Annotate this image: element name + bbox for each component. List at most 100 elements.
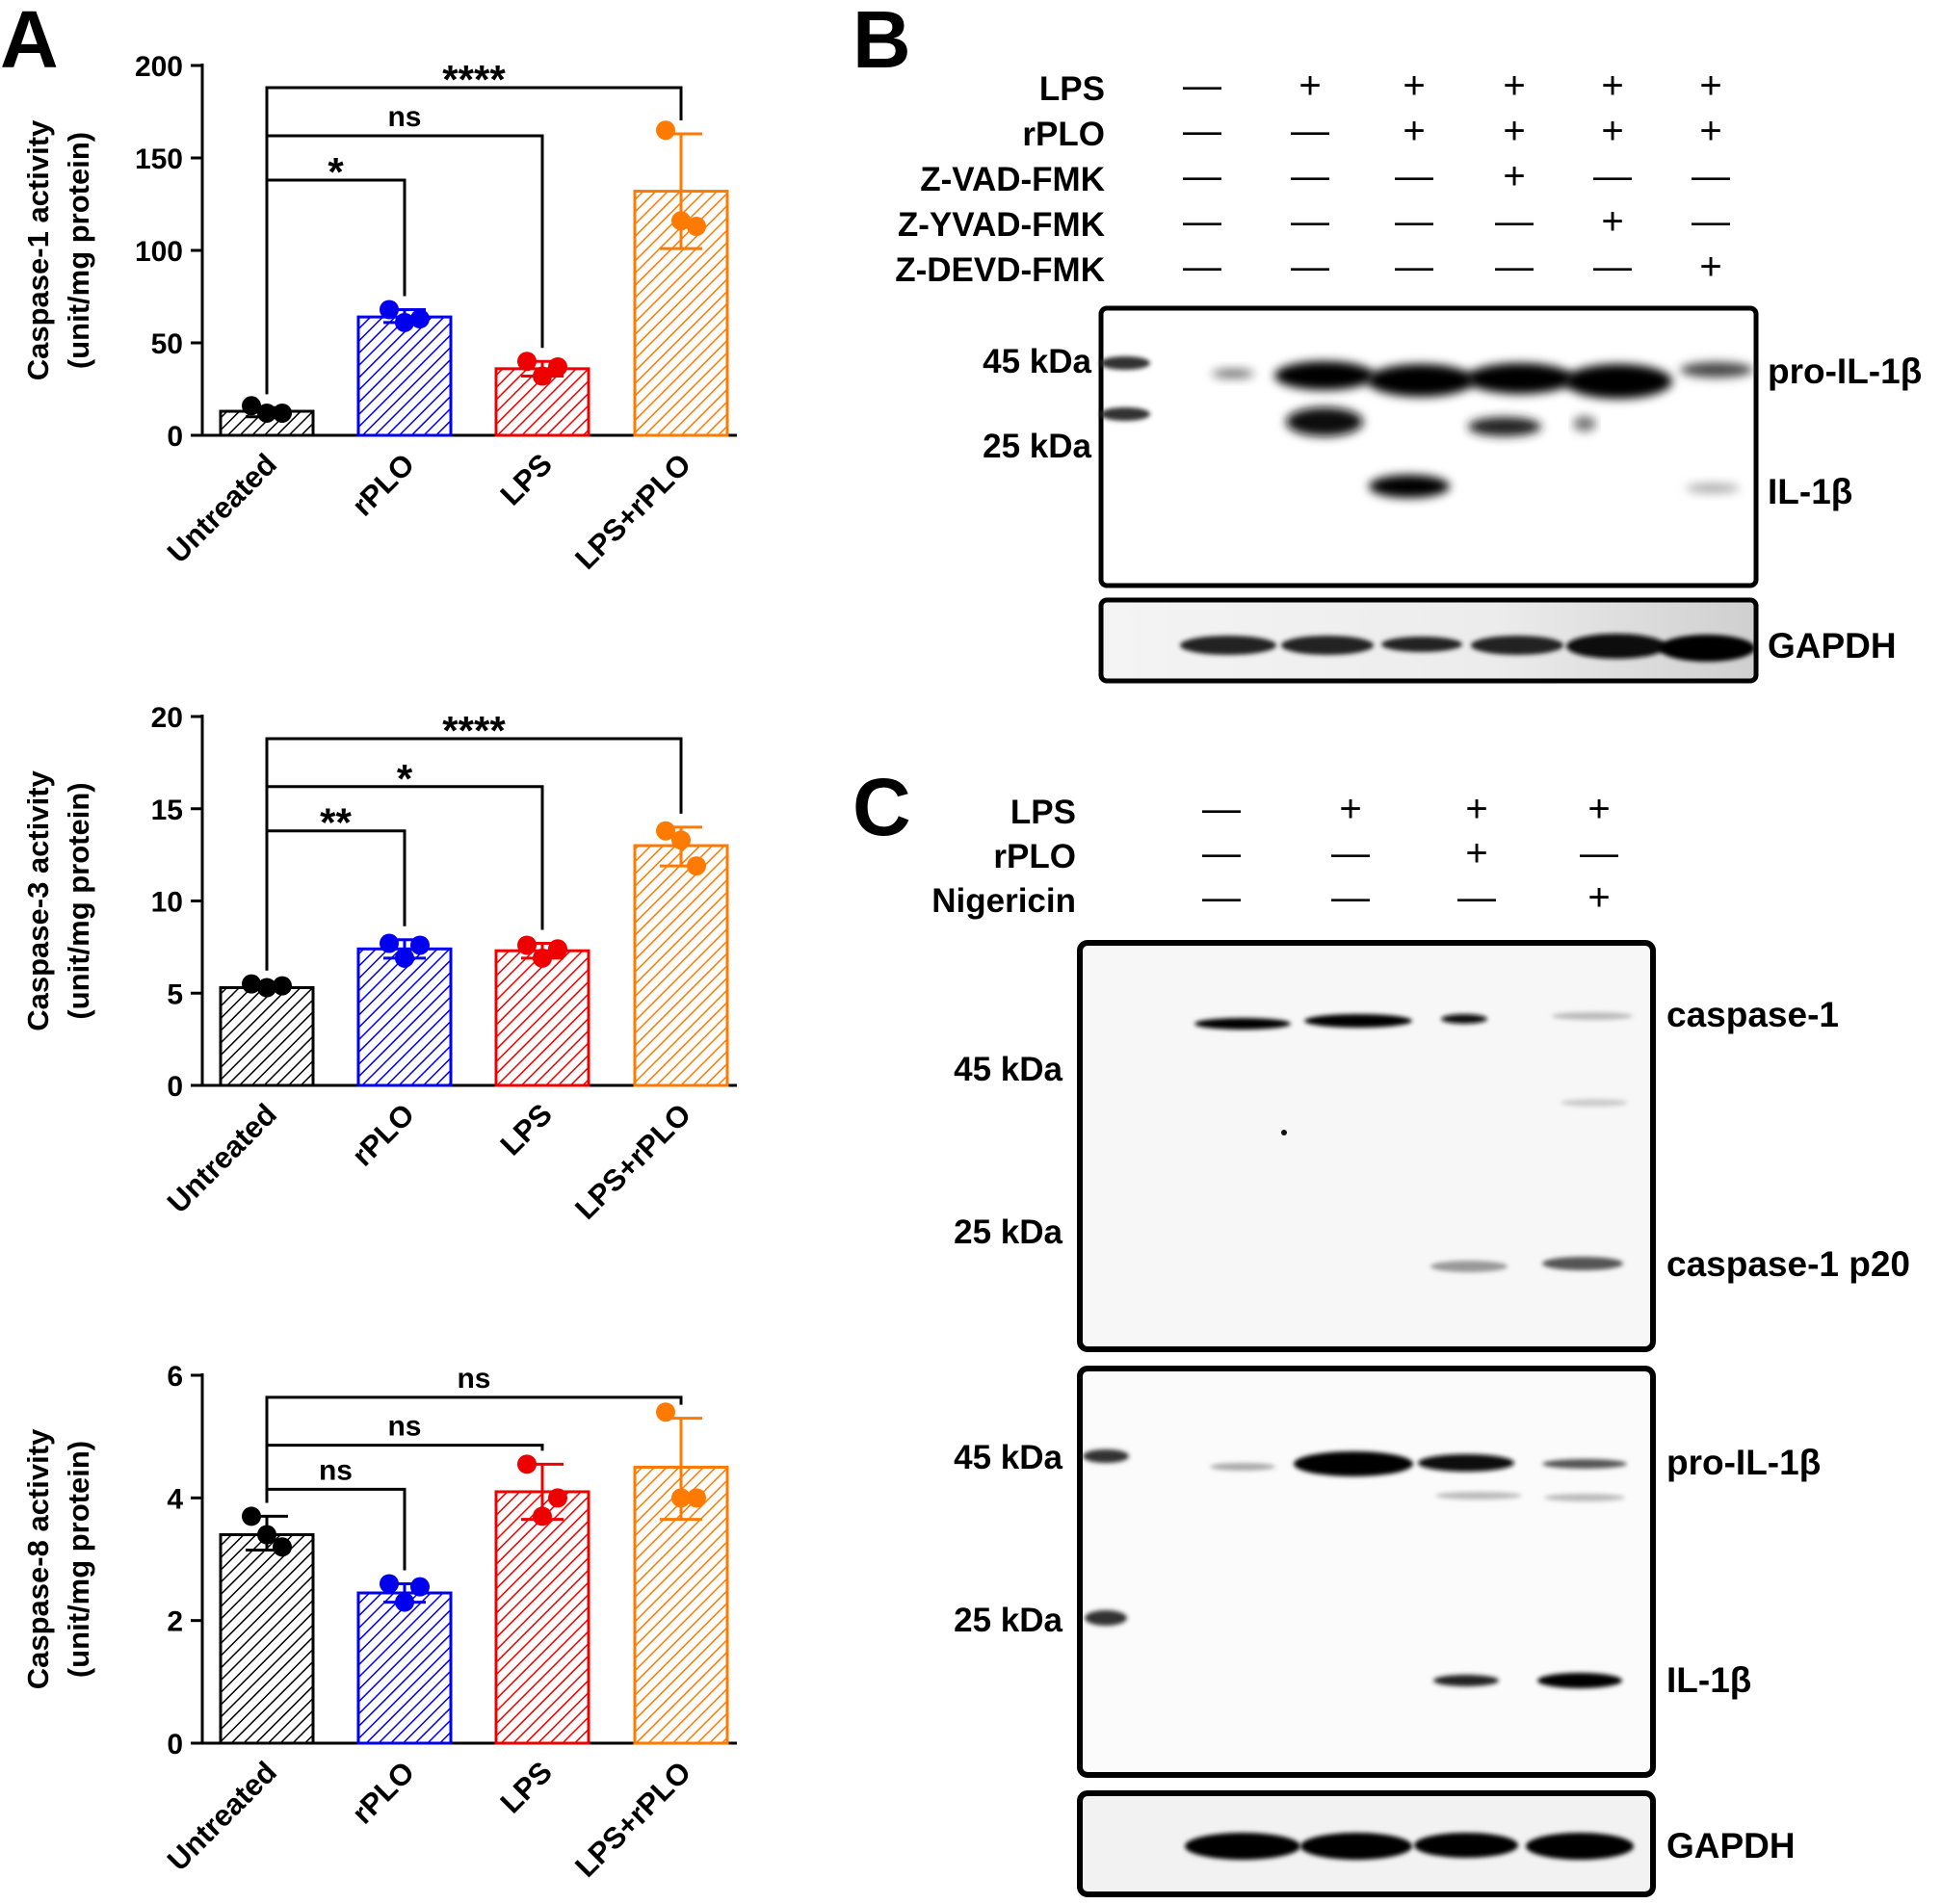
treatment-name: LPS xyxy=(1039,70,1105,108)
x-tick-label: Untreated xyxy=(161,1755,283,1877)
plus-sign: + xyxy=(1298,65,1321,107)
minus-sign: — xyxy=(1183,65,1221,107)
data-point xyxy=(380,933,399,953)
mw-marker-label: 25 kDa xyxy=(983,428,1091,465)
data-point xyxy=(548,1488,567,1508)
minus-sign: — xyxy=(1692,200,1730,243)
minus-sign: — xyxy=(1495,200,1534,243)
x-tick-label: LPS xyxy=(494,447,559,511)
band-gapdh xyxy=(1381,637,1462,652)
y-axis-label: Caspase-8 activity xyxy=(21,1428,55,1689)
significance-label: ns xyxy=(387,101,421,133)
minus-sign: — xyxy=(1183,200,1221,243)
significance-label: * xyxy=(328,149,344,195)
data-point xyxy=(242,396,261,416)
significance-label: ** xyxy=(320,800,352,846)
data-point xyxy=(395,1592,414,1612)
band-caspase-1 xyxy=(1304,1014,1412,1028)
minus-sign: — xyxy=(1395,155,1433,197)
data-point xyxy=(533,366,552,386)
y-tick-label: 0 xyxy=(167,1729,183,1761)
x-tick-label: LPS xyxy=(494,1097,559,1161)
bar-lps xyxy=(494,1490,590,1745)
data-point xyxy=(656,1402,675,1422)
mw-marker-label: 25 kDa xyxy=(954,1213,1062,1251)
faint-band xyxy=(1435,1492,1522,1500)
data-point xyxy=(548,939,567,959)
panel-b: B LPS — + + + + +rPLO — — + + + +Z-VAD-FMK — — — + — —Z-YV… xyxy=(852,0,1922,684)
treatment-name: LPS xyxy=(1010,794,1076,831)
plus-sign: + xyxy=(1465,788,1487,830)
mw-marker-label: 45 kDa xyxy=(983,343,1091,380)
minus-sign: — xyxy=(1183,155,1221,197)
minus-sign: — xyxy=(1183,246,1221,288)
band-caspase-1-p20 xyxy=(1430,1261,1508,1272)
treatment-name: Nigericin xyxy=(931,882,1076,920)
data-point xyxy=(410,309,430,329)
treatment-name: Z-VAD-FMK xyxy=(920,161,1105,198)
x-tick-label: rPLO xyxy=(346,1097,421,1172)
bar-untreated xyxy=(219,1533,315,1745)
data-point xyxy=(533,948,552,968)
band-pro-il1b xyxy=(1680,362,1753,378)
x-tick-label: LPS+rPLO xyxy=(568,447,697,576)
band-gapdh xyxy=(1281,636,1374,655)
significance-label: **** xyxy=(442,57,506,102)
significance-label: ns xyxy=(457,1363,490,1395)
band-caspase-1 xyxy=(1552,1012,1633,1020)
plus-sign: + xyxy=(1699,65,1721,107)
minus-sign: — xyxy=(1291,246,1329,288)
x-tick-label: Untreated xyxy=(161,447,283,569)
band-caspase-1 xyxy=(1441,1014,1487,1024)
data-point xyxy=(671,830,691,850)
plus-sign: + xyxy=(1601,200,1623,243)
data-point xyxy=(517,352,537,372)
y-axis-label: Caspase-3 activity xyxy=(21,769,55,1030)
band-label-caspase-1: caspase-1 xyxy=(1666,995,1839,1034)
marker-band xyxy=(1083,1449,1129,1463)
band-label-caspase-1-p20: caspase-1 p20 xyxy=(1666,1244,1910,1284)
speck xyxy=(1281,1130,1287,1135)
marker-band xyxy=(1100,356,1150,370)
y-tick-label: 0 xyxy=(167,1071,183,1103)
band-gapdh xyxy=(1471,636,1563,655)
data-point xyxy=(257,1525,276,1545)
significance-bracket xyxy=(265,737,683,971)
band-gapdh xyxy=(1659,635,1755,662)
y-tick-label: 4 xyxy=(167,1483,183,1515)
minus-sign: — xyxy=(1331,832,1370,874)
y-tick-label: 50 xyxy=(151,328,183,360)
plus-sign: + xyxy=(1465,832,1487,874)
plus-sign: + xyxy=(1601,110,1623,152)
bar-lps xyxy=(494,949,590,1087)
y-tick-label: 150 xyxy=(135,143,183,175)
band-il1b xyxy=(1468,417,1541,436)
band-gapdh xyxy=(1526,1833,1634,1860)
band-label-gapdh: GAPDH xyxy=(1666,1826,1796,1865)
data-point xyxy=(273,403,292,423)
data-point xyxy=(242,1506,261,1526)
mw-marker-label: 45 kDa xyxy=(954,1051,1062,1088)
plus-sign: + xyxy=(1699,246,1721,288)
data-point xyxy=(380,300,399,320)
significance-label: **** xyxy=(442,708,506,753)
x-tick-label: rPLO xyxy=(346,447,421,522)
minus-sign: — xyxy=(1593,246,1632,288)
bar-lps-rplo xyxy=(633,844,729,1087)
panel-letter-a: A xyxy=(0,0,59,85)
minus-sign: — xyxy=(1202,788,1241,830)
plus-sign: + xyxy=(1403,65,1425,107)
treatment-name: rPLO xyxy=(993,838,1076,875)
caspase-1-chart: 0 50 100 150 200 Caspase-1 activity (unit/mg p… xyxy=(21,51,737,576)
data-point xyxy=(687,856,706,876)
data-point xyxy=(395,312,414,332)
bar-untreated xyxy=(219,986,315,1087)
faint-band xyxy=(1544,1494,1625,1501)
band-pro-il1b xyxy=(1564,364,1672,399)
band-gapdh xyxy=(1180,636,1276,655)
treatment-name: rPLO xyxy=(1022,116,1105,153)
plus-sign: + xyxy=(1339,788,1361,830)
data-point xyxy=(257,978,276,998)
bar-rplo xyxy=(356,315,453,437)
